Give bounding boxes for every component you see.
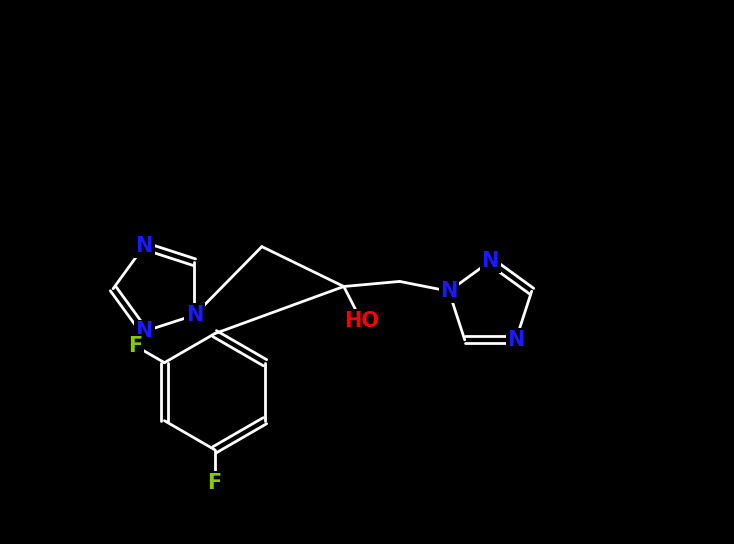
- Text: N: N: [440, 281, 457, 301]
- Text: N: N: [507, 330, 525, 350]
- Text: HO: HO: [344, 311, 379, 331]
- Text: N: N: [482, 251, 499, 271]
- Text: N: N: [136, 236, 153, 256]
- Text: F: F: [208, 473, 222, 493]
- Text: F: F: [128, 336, 142, 356]
- Text: N: N: [136, 322, 153, 342]
- Text: N: N: [186, 305, 203, 325]
